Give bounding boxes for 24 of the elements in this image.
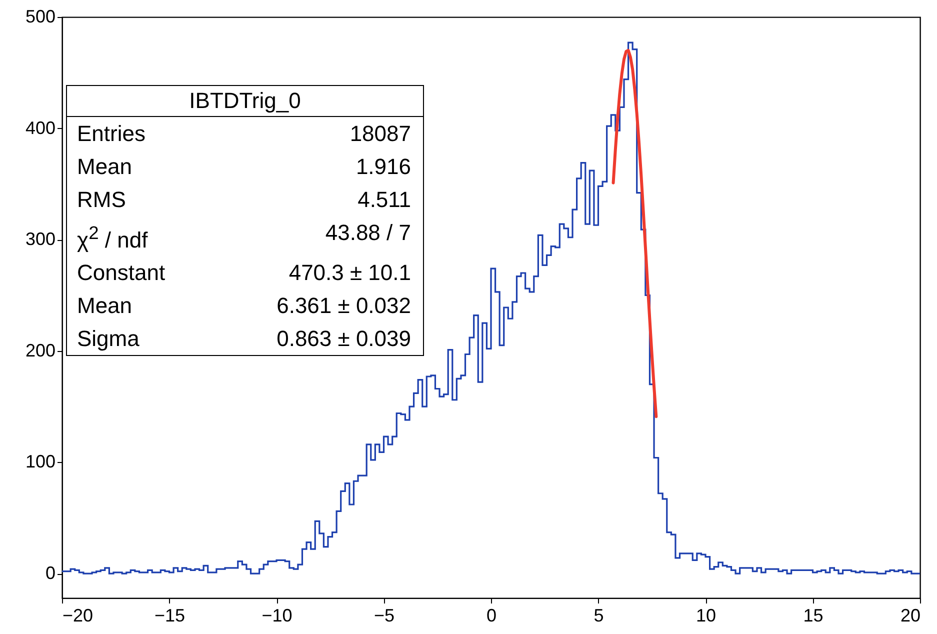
x-tick-label: −5 xyxy=(374,606,395,626)
x-tick-label: 20 xyxy=(900,606,920,626)
x-tick-label: −15 xyxy=(154,606,186,626)
y-tick-label: 200 xyxy=(25,340,56,360)
text: Mean 1.916 xyxy=(77,154,411,179)
line-series xyxy=(612,48,658,418)
y-tick-label: 100 xyxy=(25,452,56,472)
text: RMS 4.511 xyxy=(77,187,411,212)
x-tick-label: 0 xyxy=(486,606,497,626)
x-tick-label: 10 xyxy=(696,606,716,626)
x-tick-label: −10 xyxy=(262,606,292,626)
x-tick-label: 5 xyxy=(594,606,604,626)
x-tick-label: 15 xyxy=(803,606,824,626)
text: Mean 6.361 ± 0.032 xyxy=(77,293,411,318)
y-tick-label: 500 xyxy=(25,6,56,26)
annotation: IBTDTrig_0 xyxy=(67,86,423,117)
text: Entries 18087 xyxy=(77,121,411,146)
text: Constant 470.3 ± 10.1 xyxy=(77,260,411,286)
text: Sigma 0.863 ± 0.039 xyxy=(77,326,411,352)
y-tick-label: 400 xyxy=(25,118,56,138)
text: χ$^{2}$ / ndf 43.88 / 7 xyxy=(77,220,411,252)
y-tick-label: 0 xyxy=(45,563,56,584)
x-tick-label: −20 xyxy=(62,606,94,626)
y-tick-label: 300 xyxy=(25,229,56,250)
